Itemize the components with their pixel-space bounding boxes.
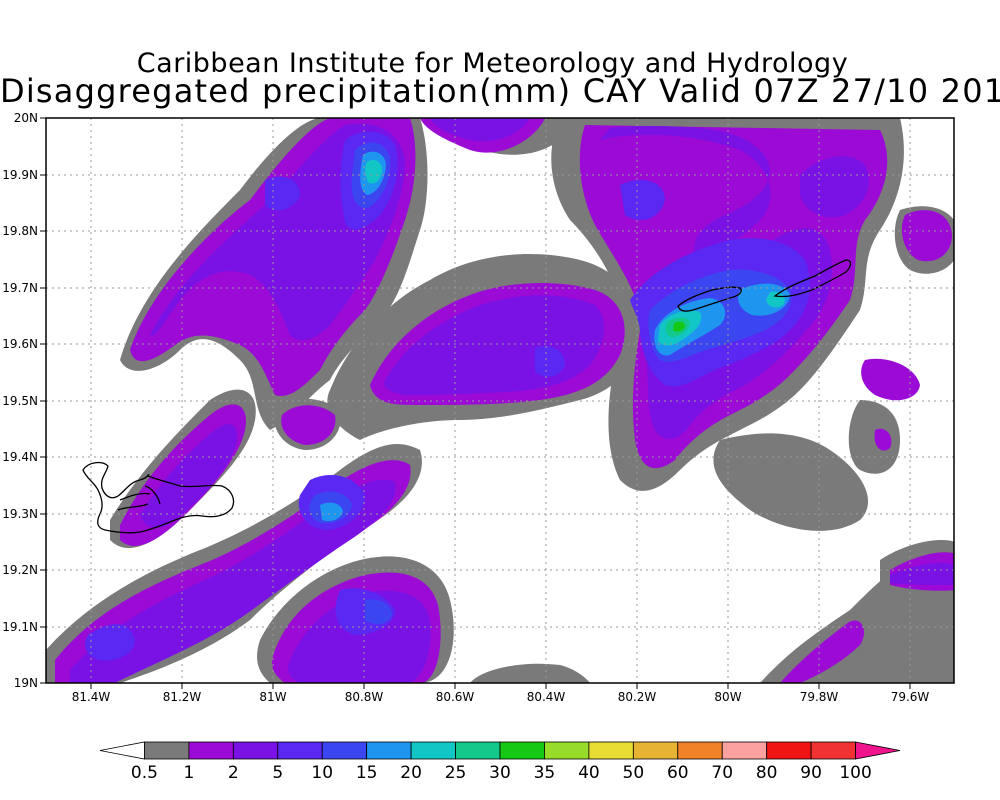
color-swatch xyxy=(188,741,234,760)
color-legend-label: 60 xyxy=(667,763,689,783)
color-swatch-upper-arrow xyxy=(855,741,901,760)
little-cayman-coastline xyxy=(677,286,742,312)
color-swatch xyxy=(277,741,323,760)
color-legend-label: 5 xyxy=(272,763,283,783)
color-swatch xyxy=(810,741,856,760)
color-swatch xyxy=(232,741,279,760)
x-tick-label: 80.4W xyxy=(527,690,566,704)
tick-marks xyxy=(40,117,911,689)
y-axis-labels: 20N 19.9N 19.8N 19.7N 19.6N 19.5N 19.4N … xyxy=(2,111,38,690)
color-legend-label: 35 xyxy=(534,763,556,783)
x-tick-label: 80.6W xyxy=(436,690,475,704)
grid-lines xyxy=(46,118,954,683)
y-tick-label: 19.2N xyxy=(2,563,38,577)
color-legend-label: 15 xyxy=(356,763,378,783)
color-swatch xyxy=(632,741,679,760)
y-tick-label: 19N xyxy=(14,676,38,690)
color-legend-label: 1 xyxy=(183,763,194,783)
x-tick-label: 79.6W xyxy=(891,690,930,704)
color-legend-label: 0.5 xyxy=(131,763,158,783)
color-swatch xyxy=(499,741,545,760)
map-title-line1: Caribbean Institute for Meteorology and … xyxy=(136,48,849,79)
y-tick-label: 19.9N xyxy=(2,168,38,182)
x-tick-label: 81.2W xyxy=(163,690,202,704)
color-swatch xyxy=(455,741,501,760)
color-legend-label: 40 xyxy=(578,763,600,783)
color-swatch xyxy=(144,741,190,760)
x-tick-label: 79.8W xyxy=(800,690,839,704)
x-tick-label: 81.4W xyxy=(72,690,111,704)
color-legend-label: 30 xyxy=(489,763,511,783)
grand-cayman-coastline xyxy=(82,461,235,534)
color-legend-label: 50 xyxy=(623,763,645,783)
color-swatch xyxy=(766,741,812,760)
color-legend-label: 70 xyxy=(711,763,733,783)
y-tick-label: 19.3N xyxy=(2,507,38,521)
color-legend-label: 90 xyxy=(800,763,822,783)
color-legend-label: 20 xyxy=(400,763,422,783)
color-legend-label: 2 xyxy=(228,763,239,783)
y-tick-label: 20N xyxy=(14,111,38,125)
color-swatch xyxy=(721,741,768,760)
x-tick-label: 80.8W xyxy=(345,690,384,704)
color-legend-label: 100 xyxy=(839,763,871,783)
x-tick-label: 80W xyxy=(714,690,741,704)
map-title-line2: Disaggregated precipitation(mm) CAY Vali… xyxy=(0,72,1000,110)
y-tick-label: 19.8N xyxy=(2,224,38,238)
color-swatch xyxy=(677,741,723,760)
color-swatch xyxy=(588,741,634,760)
coastlines xyxy=(82,259,852,534)
precipitation-field xyxy=(46,118,954,683)
y-tick-label: 19.5N xyxy=(2,394,38,408)
y-tick-label: 19.6N xyxy=(2,337,38,351)
color-legend-label: 10 xyxy=(311,763,333,783)
color-swatch xyxy=(321,741,368,760)
color-swatch xyxy=(544,741,590,760)
y-tick-label: 19.1N xyxy=(2,620,38,634)
color-swatch xyxy=(410,741,456,760)
y-tick-label: 19.4N xyxy=(2,450,38,464)
cayman-brac-coastline xyxy=(773,259,852,298)
color-legend: 0.5 1 2 5 10 15 20 25 30 35 40 50 60 70 80 90 100 xyxy=(99,741,901,783)
color-swatch xyxy=(366,741,412,760)
color-legend-label: 25 xyxy=(445,763,467,783)
y-tick-label: 19.7N xyxy=(2,281,38,295)
color-swatch-lower-arrow xyxy=(99,741,145,760)
x-tick-label: 81W xyxy=(259,690,286,704)
x-axis-labels: 81.4W 81.2W 81W 80.8W 80.6W 80.4W 80.2W … xyxy=(72,690,930,704)
color-legend-label: 80 xyxy=(756,763,778,783)
precip-level-30 xyxy=(673,321,686,332)
x-tick-label: 80.2W xyxy=(618,690,657,704)
